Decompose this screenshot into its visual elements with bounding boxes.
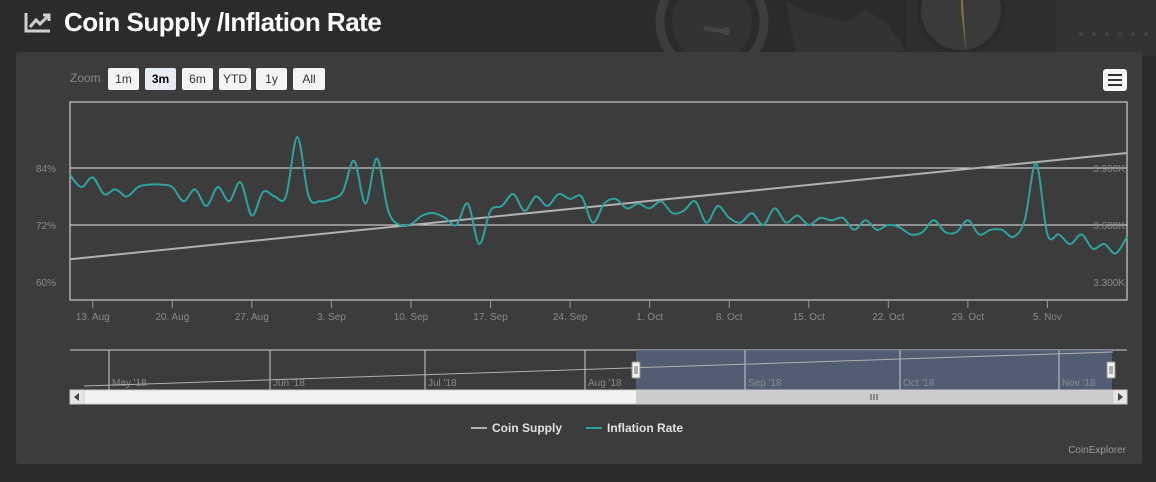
x-tick-label: 13. Aug xyxy=(76,312,110,323)
decorative-illustration xyxy=(655,0,1156,56)
navigator-month-label: Oct '18 xyxy=(903,378,935,389)
x-tick-label: 3. Sep xyxy=(317,312,346,323)
series-line-inflation-rate xyxy=(69,136,1128,255)
x-tick-label: 24. Sep xyxy=(553,312,588,323)
navigator-handle-right[interactable] xyxy=(1106,361,1116,379)
navigator[interactable]: May '18 Jun '18 Jul '18 Aug '18 Sep '18 Oct '… xyxy=(70,349,1127,390)
series-line-coin-supply xyxy=(69,151,1128,261)
navigator-month-label: Jun '18 xyxy=(273,378,305,389)
zoom-1y-button[interactable]: 1y xyxy=(256,68,287,90)
x-tick-label: 5. Nov xyxy=(1033,312,1062,323)
hamburger-icon xyxy=(1108,74,1122,76)
x-tick-label: 29. Oct xyxy=(952,312,984,323)
legend-item-coin-supply[interactable]: Coin Supply xyxy=(471,421,562,435)
zoom-label: Zoom xyxy=(70,71,101,85)
arrow-right-icon xyxy=(1118,393,1123,401)
page-title: Coin Supply /Inflation Rate xyxy=(64,6,382,37)
chart-svg: 13. Aug 20. Aug 27. Aug 3. Sep 10. Sep 17. Se… xyxy=(36,101,1128,456)
y-left-tick-label: 72% xyxy=(36,221,56,232)
x-tick-label: 27. Aug xyxy=(235,312,269,323)
legend-item-inflation-rate[interactable]: Inflation Rate xyxy=(586,421,683,435)
y-right-tick-label: 3.900K xyxy=(1093,164,1125,175)
navigator-month-label: Jul '18 xyxy=(428,378,457,389)
navigator-month-label: Nov '18 xyxy=(1062,378,1096,389)
navigator-month-label: Sep '18 xyxy=(748,378,782,389)
navigator-selection[interactable] xyxy=(636,350,1112,390)
series-layer xyxy=(69,136,1128,261)
zoom-all-button[interactable]: All xyxy=(293,68,325,90)
scrollbar[interactable] xyxy=(69,389,1128,405)
legend: Coin Supply Inflation Rate xyxy=(471,421,683,435)
navigator-series-line xyxy=(83,351,1114,387)
y-left-tick-label: 84% xyxy=(36,164,56,175)
legend-label-inflation-rate: Inflation Rate xyxy=(607,421,683,435)
grid-lines xyxy=(70,167,1127,226)
grip-icon xyxy=(870,394,878,400)
page-header: Coin Supply /Inflation Rate xyxy=(24,4,382,40)
y-axis-left: 60% 72% 84% xyxy=(36,164,56,289)
x-axis: 13. Aug 20. Aug 27. Aug 3. Sep 10. Sep 17. Se… xyxy=(76,300,1062,323)
navigator-month-label: Aug '18 xyxy=(588,378,622,389)
plot-area xyxy=(69,101,1128,301)
trend-chart-icon xyxy=(24,13,51,33)
navigator-handle-left[interactable] xyxy=(631,361,641,379)
x-tick-label: 8. Oct xyxy=(716,312,743,323)
zoom-3m-button[interactable]: 3m xyxy=(145,68,176,90)
credits-link[interactable]: CoinExplorer xyxy=(1068,445,1126,456)
chart-menu-button[interactable] xyxy=(1103,69,1127,91)
y-axis-right: 3.300K 3.600K 3.900K xyxy=(1093,164,1125,289)
zoom-ytd-button[interactable]: YTD xyxy=(219,68,251,90)
legend-label-coin-supply: Coin Supply xyxy=(492,421,562,435)
x-tick-label: 20. Aug xyxy=(155,312,189,323)
y-right-tick-label: 3.300K xyxy=(1093,278,1125,289)
zoom-1m-button[interactable]: 1m xyxy=(108,68,139,90)
x-tick-label: 15. Oct xyxy=(793,312,825,323)
chart-panel: Zoom 1m 3m 6m YTD 1y All 13. Aug 20. Aug 2… xyxy=(16,52,1142,464)
x-tick-label: 1. Oct xyxy=(636,312,663,323)
zoom-6m-button[interactable]: 6m xyxy=(182,68,213,90)
header-decoration xyxy=(636,0,1156,56)
x-tick-label: 10. Sep xyxy=(394,312,429,323)
arrow-left-icon xyxy=(74,393,79,401)
x-tick-label: 22. Oct xyxy=(872,312,904,323)
x-tick-label: 17. Sep xyxy=(473,312,508,323)
y-right-tick-label: 3.600K xyxy=(1093,221,1125,232)
navigator-month-label: May '18 xyxy=(112,378,147,389)
y-left-tick-label: 60% xyxy=(36,278,56,289)
